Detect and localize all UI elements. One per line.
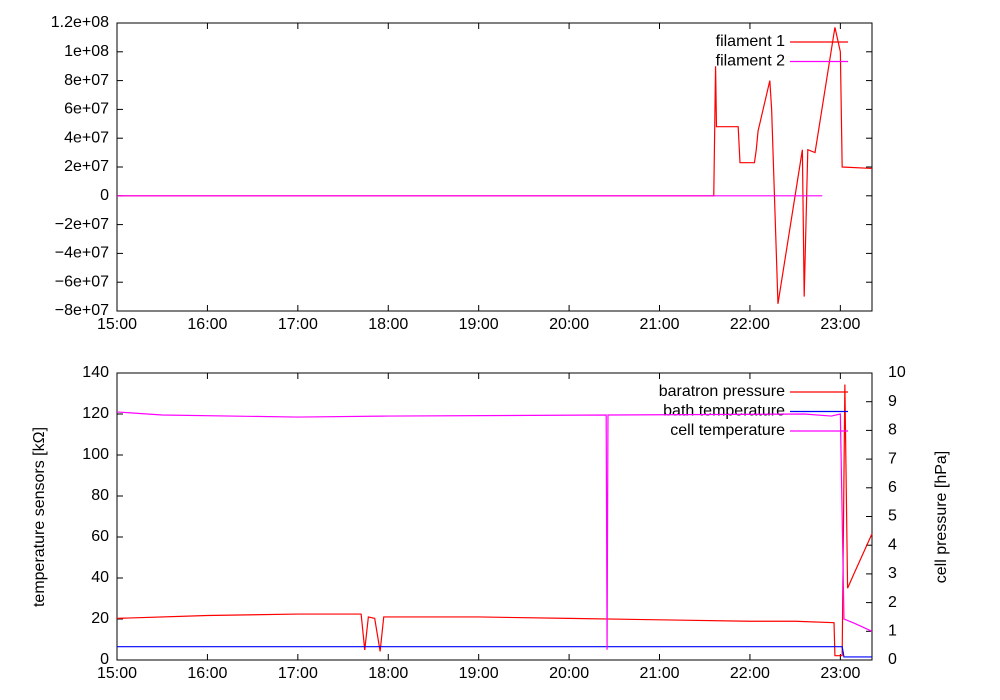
y-tick-label: 20 [91, 610, 109, 627]
data-line [116, 411, 873, 650]
y-tick-label: −8e+07 [55, 302, 109, 319]
x-tick-label: 19:00 [459, 665, 499, 682]
x-tick-label: 22:00 [730, 665, 770, 682]
x-tick-label: 23:00 [820, 665, 860, 682]
x-tick-label: 17:00 [278, 665, 318, 682]
y2-tick-label: 3 [888, 565, 897, 582]
y2-tick-label: 8 [888, 422, 897, 439]
y-tick-label: −4e+07 [55, 245, 109, 262]
y-tick-label: 1.2e+08 [51, 14, 109, 31]
legend-label: baratron pressure [659, 383, 785, 400]
y-tick-label: 2e+07 [64, 158, 109, 175]
y-axis-label: temperature sensors [kΩ] [31, 427, 48, 607]
x-tick-label: 23:00 [820, 316, 860, 333]
data-line [116, 384, 873, 657]
y-tick-label: 60 [91, 528, 109, 545]
y2-tick-label: 0 [888, 651, 897, 668]
x-tick-label: 20:00 [549, 665, 589, 682]
x-tick-label: 16:00 [187, 665, 227, 682]
y2-tick-label: 6 [888, 479, 897, 496]
y2-tick-label: 2 [888, 594, 897, 611]
legend-label: filament 1 [716, 33, 785, 50]
legend-label: bath temperature [663, 403, 785, 420]
y2-tick-label: 5 [888, 508, 897, 525]
legend-label: cell temperature [670, 422, 785, 439]
x-tick-label: 21:00 [639, 316, 679, 333]
y-tick-label: 4e+07 [64, 129, 109, 146]
y2-tick-label: 1 [888, 623, 897, 640]
y2-tick-label: 9 [888, 393, 897, 410]
y-tick-label: −2e+07 [55, 216, 109, 233]
y2-axis-label: cell pressure [hPa] [933, 451, 950, 584]
data-line [117, 27, 873, 304]
y-tick-label: 0 [100, 187, 109, 204]
y-tick-label: 0 [100, 651, 109, 668]
x-tick-label: 15:00 [97, 316, 137, 333]
x-tick-label: 18:00 [368, 665, 408, 682]
y-tick-label: 80 [91, 487, 109, 504]
y-tick-label: −6e+07 [55, 273, 109, 290]
x-tick-label: 15:00 [97, 665, 137, 682]
x-tick-label: 20:00 [549, 316, 589, 333]
y-tick-label: 100 [82, 446, 109, 463]
y-tick-label: 120 [82, 405, 109, 422]
legend-label: filament 2 [716, 53, 785, 70]
y2-tick-label: 4 [888, 536, 897, 553]
y-tick-label: 1e+08 [64, 43, 109, 60]
x-tick-label: 18:00 [368, 316, 408, 333]
y-tick-label: 40 [91, 569, 109, 586]
y-tick-label: 8e+07 [64, 72, 109, 89]
y2-tick-label: 10 [888, 364, 906, 381]
x-tick-label: 17:00 [278, 316, 318, 333]
x-tick-label: 19:00 [459, 316, 499, 333]
y-tick-label: 140 [82, 364, 109, 381]
y-tick-label: 6e+07 [64, 101, 109, 118]
x-tick-label: 22:00 [730, 316, 770, 333]
y2-tick-label: 7 [888, 450, 897, 467]
x-tick-label: 21:00 [639, 665, 679, 682]
data-line [117, 646, 872, 658]
x-tick-label: 16:00 [187, 316, 227, 333]
